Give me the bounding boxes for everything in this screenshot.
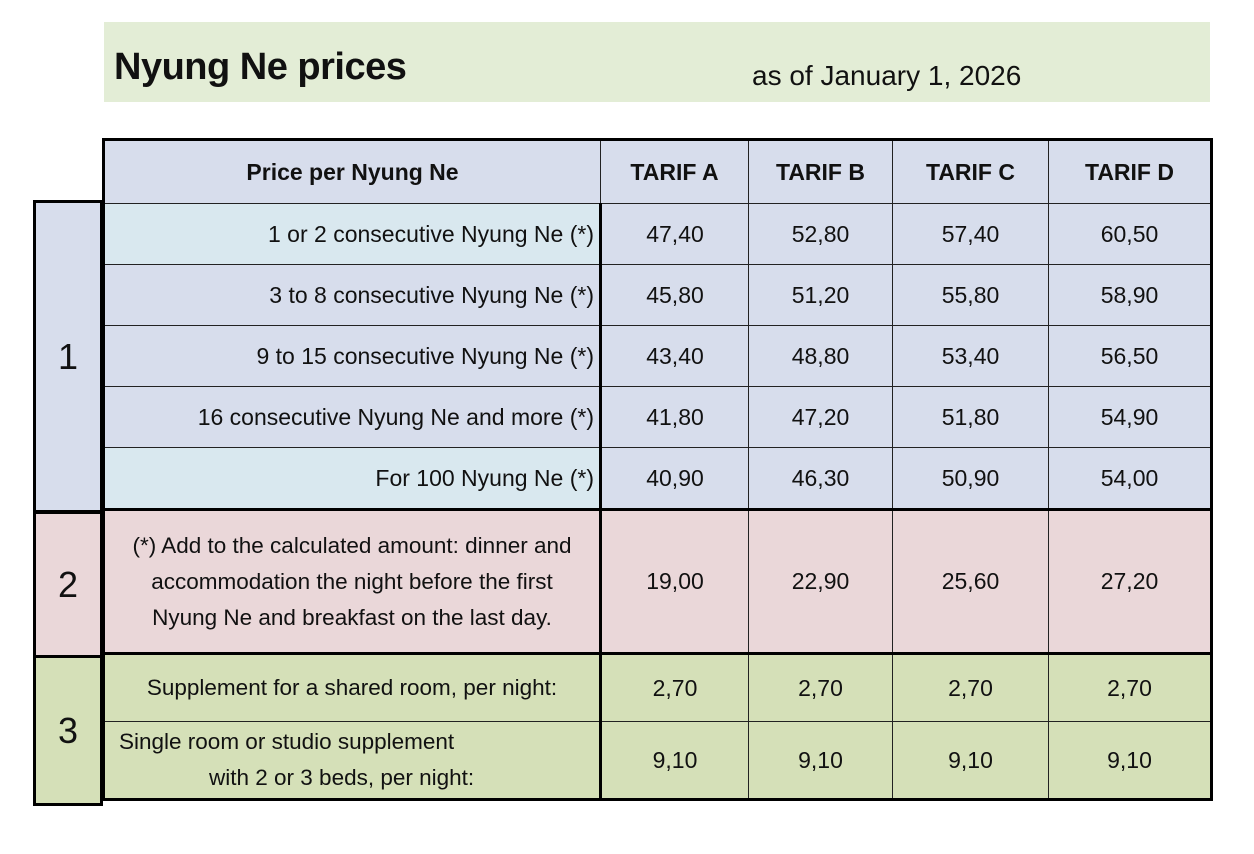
column-header-description: Price per Nyung Ne bbox=[102, 138, 601, 204]
price-cell: 2,70 bbox=[1048, 653, 1213, 722]
price-cell: 51,20 bbox=[748, 264, 893, 326]
column-header-tarif-c: TARIF C bbox=[892, 138, 1049, 204]
group-number-1: 1 bbox=[33, 200, 103, 513]
note-line-3: Nyung Ne and breakfast on the last day. bbox=[152, 604, 552, 630]
table-header-row: Price per Nyung Ne TARIF A TARIF B TARIF… bbox=[102, 138, 1213, 204]
column-header-tarif-a: TARIF A bbox=[600, 138, 749, 204]
row-label: 9 to 15 consecutive Nyung Ne (*) bbox=[102, 325, 602, 387]
price-cell: 9,10 bbox=[600, 721, 749, 801]
column-header-tarif-b: TARIF B bbox=[748, 138, 893, 204]
price-cell: 9,10 bbox=[892, 721, 1049, 801]
price-cell: 2,70 bbox=[600, 653, 749, 722]
price-cell: 50,90 bbox=[892, 447, 1049, 511]
price-cell: 57,40 bbox=[892, 203, 1049, 265]
column-header-tarif-d: TARIF D bbox=[1048, 138, 1213, 204]
table-row: 3 to 8 consecutive Nyung Ne (*) 45,80 51… bbox=[102, 264, 1213, 326]
row-label: 16 consecutive Nyung Ne and more (*) bbox=[102, 386, 602, 448]
price-cell: 60,50 bbox=[1048, 203, 1213, 265]
price-cell: 58,90 bbox=[1048, 264, 1213, 326]
table-row: 16 consecutive Nyung Ne and more (*) 41,… bbox=[102, 386, 1213, 448]
price-cell: 54,00 bbox=[1048, 447, 1213, 511]
supplement-line-1: Single room or studio supplement bbox=[119, 729, 455, 754]
price-cell: 2,70 bbox=[748, 653, 893, 722]
price-cell: 53,40 bbox=[892, 325, 1049, 387]
page-title: Nyung Ne prices bbox=[114, 46, 407, 88]
supplement-line-2: with 2 or 3 beds, per night: bbox=[209, 765, 475, 790]
title-banner: Nyung Ne prices as of January 1, 2026 bbox=[104, 22, 1210, 102]
row-label: Single room or studio supplement with 2 … bbox=[102, 721, 602, 801]
price-cell: 9,10 bbox=[748, 721, 893, 801]
price-cell: 45,80 bbox=[600, 264, 749, 326]
group-number-3: 3 bbox=[33, 655, 103, 806]
row-label: 3 to 8 consecutive Nyung Ne (*) bbox=[102, 264, 602, 326]
table-row: Supplement for a shared room, per night:… bbox=[102, 653, 1213, 722]
price-cell: 51,80 bbox=[892, 386, 1049, 448]
price-cell: 56,50 bbox=[1048, 325, 1213, 387]
price-cell: 43,40 bbox=[600, 325, 749, 387]
price-cell: 9,10 bbox=[1048, 721, 1213, 801]
table-row: 9 to 15 consecutive Nyung Ne (*) 43,40 4… bbox=[102, 325, 1213, 387]
row-label: 1 or 2 consecutive Nyung Ne (*) bbox=[102, 203, 602, 265]
note-line-1: (*) Add to the calculated amount: dinner… bbox=[132, 532, 572, 558]
price-cell: 47,20 bbox=[748, 386, 893, 448]
price-cell: 48,80 bbox=[748, 325, 893, 387]
price-cell: 54,90 bbox=[1048, 386, 1213, 448]
price-cell: 22,90 bbox=[748, 509, 893, 655]
price-cell: 40,90 bbox=[600, 447, 749, 511]
row-label: For 100 Nyung Ne (*) bbox=[102, 447, 602, 511]
price-cell: 25,60 bbox=[892, 509, 1049, 655]
row-label: (*) Add to the calculated amount: dinner… bbox=[102, 509, 602, 655]
price-cell: 47,40 bbox=[600, 203, 749, 265]
price-cell: 41,80 bbox=[600, 386, 749, 448]
note-line-2: accommodation the night before the first bbox=[151, 568, 553, 594]
table-row: (*) Add to the calculated amount: dinner… bbox=[102, 509, 1213, 655]
table-row: For 100 Nyung Ne (*) 40,90 46,30 50,90 5… bbox=[102, 447, 1213, 511]
price-cell: 19,00 bbox=[600, 509, 749, 655]
price-cell: 55,80 bbox=[892, 264, 1049, 326]
table-row: 1 or 2 consecutive Nyung Ne (*) 47,40 52… bbox=[102, 203, 1213, 265]
row-label: Supplement for a shared room, per night: bbox=[102, 653, 602, 722]
price-cell: 46,30 bbox=[748, 447, 893, 511]
table-row: Single room or studio supplement with 2 … bbox=[102, 721, 1213, 801]
as-of-date: as of January 1, 2026 bbox=[752, 60, 1022, 91]
price-cell: 27,20 bbox=[1048, 509, 1213, 655]
price-cell: 2,70 bbox=[892, 653, 1049, 722]
price-cell: 52,80 bbox=[748, 203, 893, 265]
price-table: Price per Nyung Ne TARIF A TARIF B TARIF… bbox=[102, 138, 1213, 801]
group-number-2: 2 bbox=[33, 511, 103, 658]
